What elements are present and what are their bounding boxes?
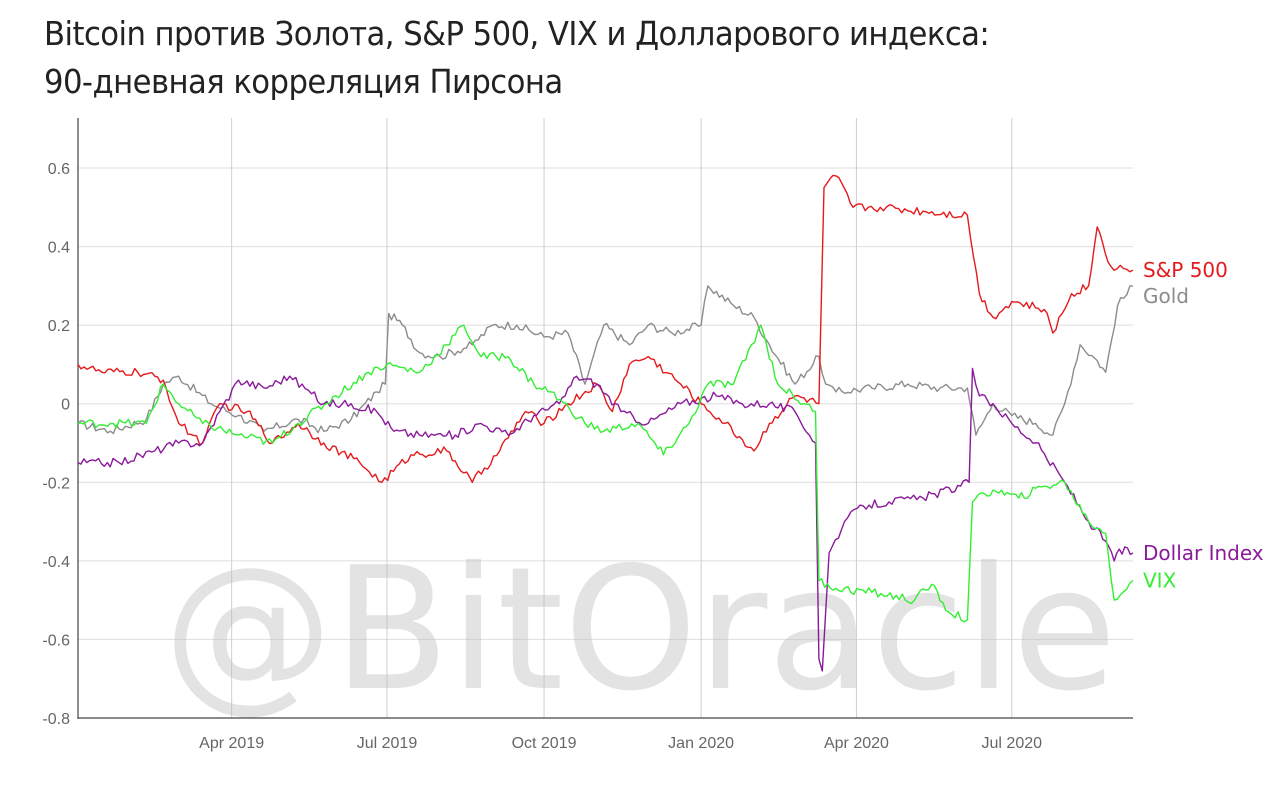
series-label-dollar-index: Dollar Index — [1143, 541, 1264, 565]
chart-axes — [77, 118, 1133, 719]
series-label-s-p-500: S&P 500 — [1143, 258, 1228, 282]
watermark-text: @BitOracle — [163, 531, 1117, 729]
y-tick-label: 0.2 — [48, 318, 70, 335]
x-tick-label: Jul 2019 — [357, 735, 418, 752]
chart-series — [77, 174, 1134, 672]
y-tick-label: -0.4 — [42, 554, 70, 571]
y-tick-label: -0.6 — [42, 632, 70, 649]
y-tick-label: -0.8 — [42, 711, 70, 728]
series-line-gold — [77, 285, 1133, 436]
series-label-gold: Gold — [1143, 284, 1189, 308]
y-tick-label: -0.2 — [42, 475, 70, 492]
y-tick-label: 0.6 — [48, 161, 70, 178]
series-label-vix: VIX — [1143, 569, 1177, 593]
series-line-vix — [77, 324, 1134, 623]
x-tick-label: Jul 2020 — [982, 735, 1043, 752]
x-tick-label: Apr 2020 — [824, 735, 889, 752]
x-tick-label: Jan 2020 — [668, 735, 734, 752]
y-tick-label: 0.4 — [48, 240, 70, 257]
x-tick-label: Apr 2019 — [199, 735, 264, 752]
chart-title-line-1: Bitcoin против Золота, S&P 500, VIX и До… — [44, 14, 990, 53]
watermark-layer: @BitOracle — [163, 531, 1117, 729]
series-line-s-p-500 — [77, 174, 1134, 483]
chart-title-line-2: 90-дневная корреляция Пирсона — [44, 62, 563, 101]
y-tick-label: 0 — [61, 397, 70, 414]
chart-title: Bitcoin против Золота, S&P 500, VIX и До… — [44, 10, 990, 106]
series-line-dollar-index — [77, 367, 1134, 672]
chart-ticks: 0.6 0.4 0.2 0 -0.2 -0.4 -0.6 -0.8 Apr 2019 Jul 20… — [42, 161, 1042, 752]
x-tick-label: Oct 2019 — [512, 735, 577, 752]
